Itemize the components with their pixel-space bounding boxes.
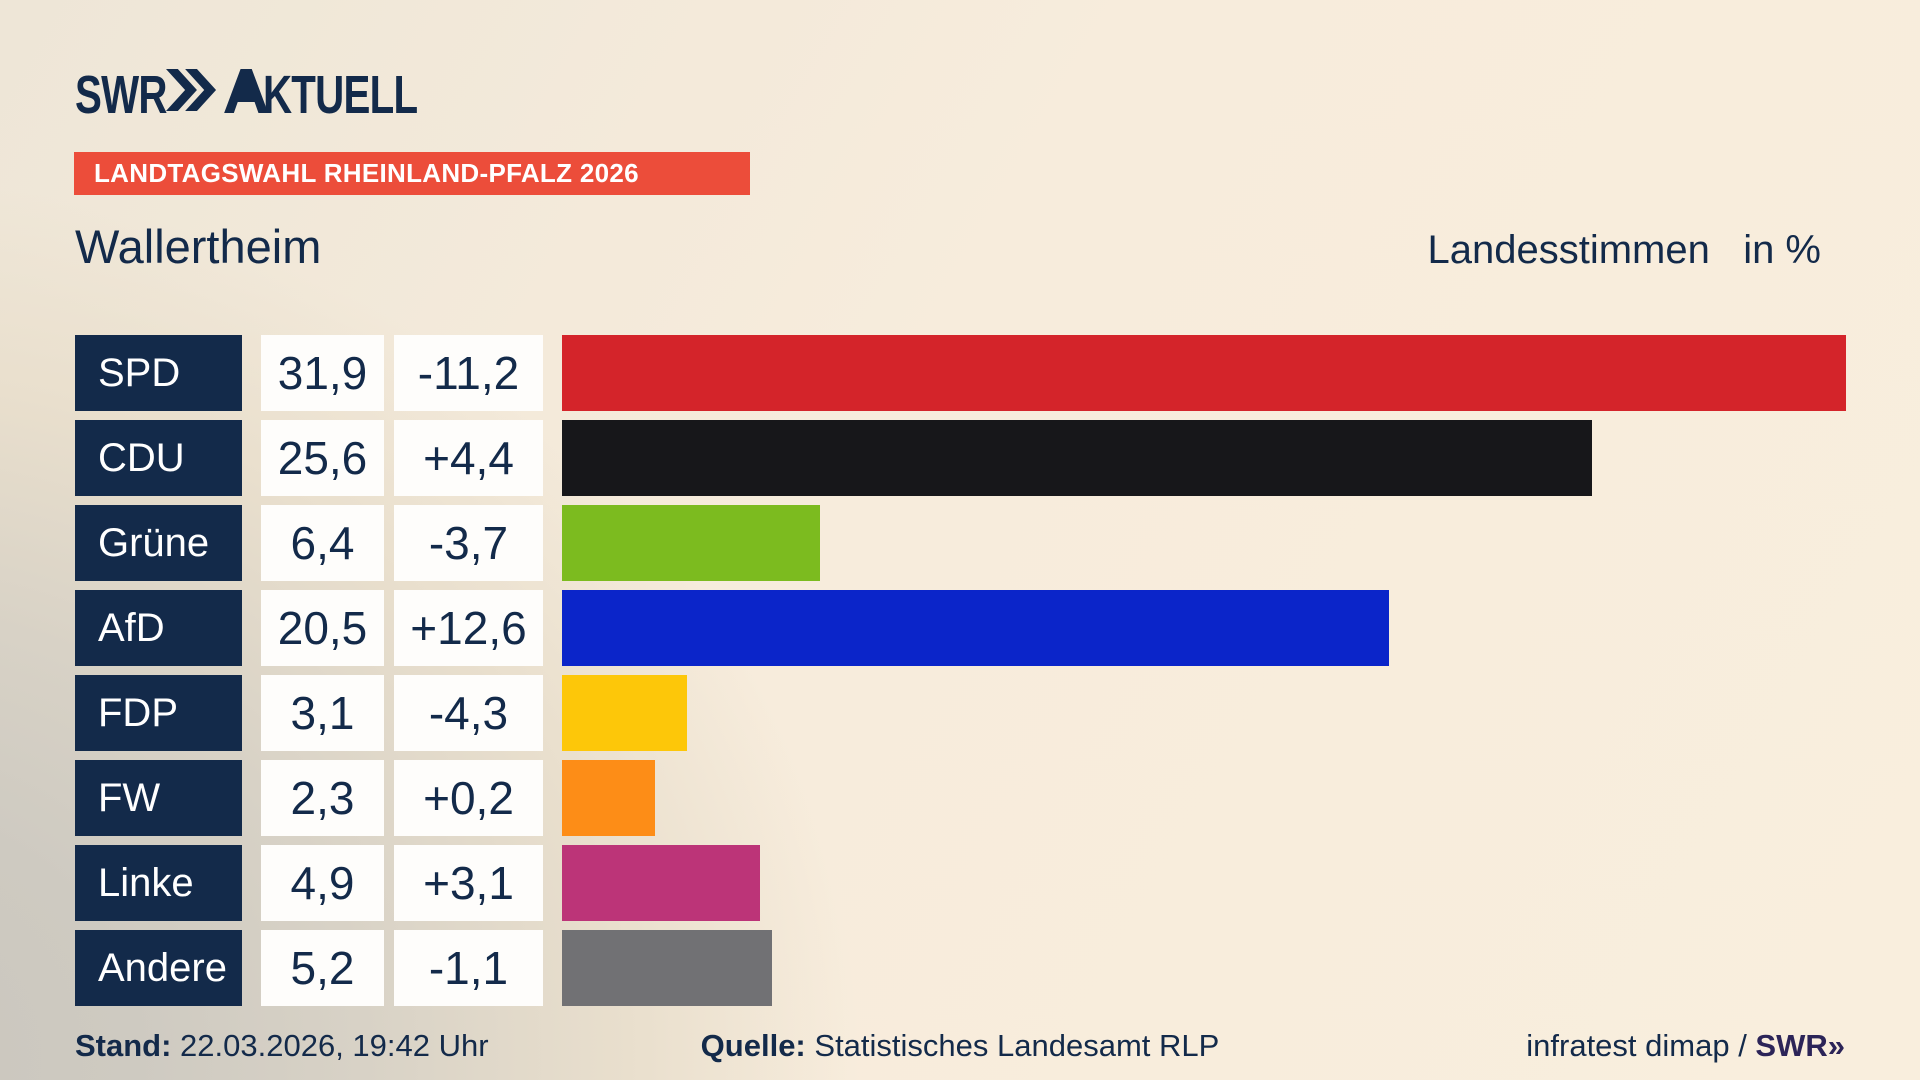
svg-text:SWR: SWR [75, 65, 167, 125]
svg-text:KTUELL: KTUELL [263, 65, 417, 125]
